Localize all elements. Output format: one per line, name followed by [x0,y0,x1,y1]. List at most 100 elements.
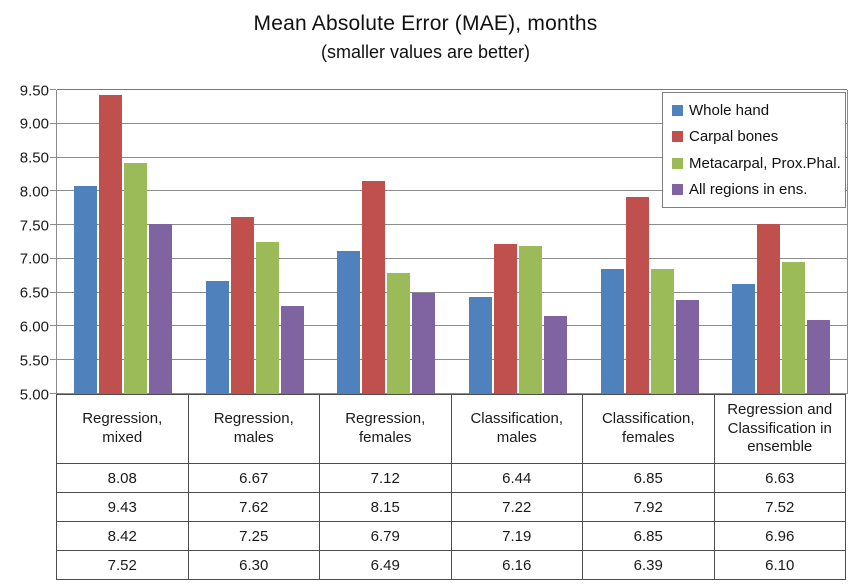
value-cell: 9.43 [56,492,189,522]
value-cell: 8.15 [319,492,452,522]
chart-subtitle: (smaller values are better) [320,42,531,62]
y-axis-label: 8.00 [19,183,49,201]
bar [625,196,649,394]
value-cell: 6.30 [187,550,320,580]
y-axis-tick [50,393,56,394]
value-cell: 6.44 [450,463,583,493]
bar [73,185,97,394]
legend-swatch-icon [672,157,683,169]
bar-group-1 [57,90,189,394]
gridline-8.00 [57,190,847,192]
value-cell: 8.42 [56,521,189,551]
bar-group-3 [320,90,452,394]
legend-item: Whole hand [672,102,845,119]
bar-group-2 [189,90,321,394]
legend-swatch-icon [672,104,683,116]
value-cell: 6.79 [319,521,452,551]
bar-group-6 [715,90,847,394]
bar-group-5 [584,90,716,394]
y-axis-label: 8.50 [19,149,49,167]
value-cell: 7.92 [582,492,715,522]
y-axis-label: 7.50 [19,217,49,235]
bar [148,223,172,394]
y-axis-label: 6.00 [19,318,49,336]
value-cell: 6.10 [713,550,846,580]
y-axis-label: 7.00 [19,250,49,268]
value-cell: 7.22 [450,492,583,522]
bar-group-4 [452,90,584,394]
plot-area: 5.00 5.50 6.00 6.50 7.00 7.50 8.00 8.50 9.00 9.50 [20,82,848,403]
gridline-6.50 [57,291,847,293]
bar [600,269,624,394]
value-cell: 7.12 [319,463,452,493]
value-cell: 7.25 [187,521,320,551]
gridline-5.50 [57,359,847,361]
y-axis-label: 5.50 [19,352,49,370]
y-axis-label: 9.50 [19,82,49,99]
bar [807,319,831,394]
category-header-cell: Classification, males [450,394,583,464]
gridline-6.00 [57,325,847,327]
y-axis-tick [50,359,56,361]
chart-title: Mean Absolute Error (MAE), months [253,12,598,35]
bar [650,269,674,394]
gridline-7.50 [57,224,847,226]
y-axis-tick [50,257,56,259]
bar [412,293,436,394]
legend-item: All regions in ens. [672,181,845,198]
value-cell: 6.39 [582,550,715,580]
value-cell: 6.85 [582,463,715,493]
y-axis-label: 6.50 [19,284,49,302]
bar [782,261,806,394]
table-row: 8.42 7.25 6.79 7.19 6.85 6.96 [56,521,846,551]
value-cell: 8.08 [56,463,189,493]
y-axis-tick [50,89,56,90]
bar [387,273,411,394]
bar [757,223,781,394]
bar [518,246,542,394]
y-axis-label: 5.00 [19,386,49,403]
bar-groups [57,90,847,394]
y-axis-tick [50,190,56,192]
value-cell: 6.67 [187,463,320,493]
legend-label: Metacarpal, Prox.Phal. [689,154,841,172]
y-axis-tick [50,325,56,327]
data-table: Regression, mixed Regression, males Regres… [56,394,846,580]
table-header-row: Regression, mixed Regression, males Regres… [56,394,846,464]
y-axis-tick [50,122,56,124]
legend-label: Whole hand [689,101,770,119]
bar [675,300,699,394]
bar [123,162,147,394]
value-cell: 7.52 [713,492,846,522]
bar [543,315,567,394]
value-cell: 7.62 [187,492,320,522]
bar [255,242,279,394]
gridline-5.00 [57,393,847,394]
y-axis-tick [50,291,56,293]
value-cell: 6.96 [713,521,846,551]
y-axis-tick [50,224,56,226]
legend-swatch-icon [672,131,683,143]
legend-swatch-icon [672,184,683,196]
gridline-9.00 [57,122,847,124]
category-header-cell: Regression, females [319,394,452,464]
bar [468,296,492,394]
bar [732,283,756,394]
legend-label: Carpal bones [689,128,779,146]
bar [230,217,254,394]
legend: Whole hand Carpal bones Metacarpal, Prox.P… [662,92,846,208]
category-header-cell: Regression, mixed [56,394,189,464]
bar [362,181,386,394]
gridline-8.50 [57,156,847,158]
value-cell: 6.16 [450,550,583,580]
bar [337,250,361,394]
table-row: 7.52 6.30 6.49 6.16 6.39 6.10 [56,550,846,580]
gridline-7.00 [57,257,847,259]
bar [280,306,304,394]
legend-label: All regions in ens. [689,181,808,199]
bar [493,244,517,394]
value-cell: 6.49 [319,550,452,580]
table-row: 8.08 6.67 7.12 6.44 6.85 6.63 [56,463,846,493]
category-header-cell: Regression, males [187,394,320,464]
